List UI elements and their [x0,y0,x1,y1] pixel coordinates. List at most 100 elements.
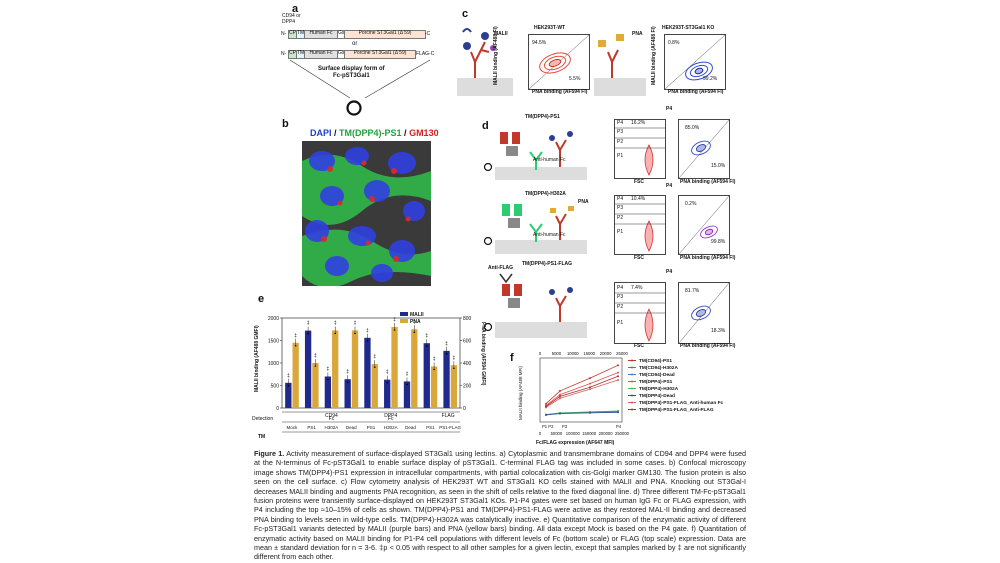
series-line [545,411,619,416]
data-point [366,340,369,342]
sig-mark-pna: ‡ [354,320,357,326]
legend-label: TM(DPP4)-H302A [639,386,679,392]
wt-q1: 94.5% [532,40,547,46]
panel-d-row3-xlabel: PNA binding (AF594 FI) [680,343,736,349]
panel-a-label: a [292,3,299,15]
ko-contour [664,34,726,90]
right-tick-label: 0 [463,406,466,412]
row2-p4-pct: 10.4% [631,196,646,202]
data-point [433,368,435,371]
legend-label: TM(CD94)-PS1 [639,358,672,364]
right-tick-label: 400 [463,361,472,367]
panel-d-row3-anti: Anti-FLAG [488,265,513,271]
category-label: Dead [405,425,416,430]
bottom-tick-label: 50000 [551,431,563,436]
legend-label: TM(CD94)-H302A [639,365,678,371]
series-point [617,364,619,367]
panel-d-row2-p4-top: P4 [666,183,673,189]
caption-text: Activity measurement of surface-displaye… [254,449,746,562]
sig-mark-malii: ‡ [445,341,448,347]
series-point [617,411,619,414]
series-point [589,377,591,380]
category-label: H302A [384,425,398,430]
confocal-micrograph [302,141,431,286]
legend-label: TM(DPP4)-Dead [639,393,675,399]
wt-q2: 5.5% [569,76,581,82]
legend-marker [631,359,633,362]
sig-mark-pna: ‡ [393,317,396,323]
panel-a-cd94-label: CD94 or DPP4 [282,13,301,25]
wt-contour [528,34,590,90]
construct-bottom: N- CP TM Human Fc Gs Porcine ST3Gal1 (Δ … [281,50,435,59]
series-point [559,393,561,396]
panel-c-label: c [462,8,469,20]
legend-marker [631,394,633,397]
series-point [545,405,547,408]
fc-label: Fc [388,416,394,422]
right-tick-label: 600 [463,339,472,345]
category-label: Dead [346,425,357,430]
top-tick-label: 25000 [616,351,628,356]
series-point [559,389,561,392]
y-axis-label-right: PNA binding (AF594 GMFI) [480,322,486,386]
detection-row-label: Detection [252,416,273,422]
sig-mark-pna: ‡ [294,333,297,339]
human-fc-domain: Human Fc [304,30,338,39]
panel-c-mal-label: MALII [494,31,508,37]
group-flag: FLAG [442,413,455,419]
category-label: H302A [325,425,339,430]
bar-malii [443,350,450,408]
series-point [589,382,591,385]
tm-row-label: TM [258,434,265,440]
gate-label: P4 [616,424,622,429]
c-terminus-label: -C [425,31,431,37]
sig-mark-pna: ‡ [452,355,455,361]
panel-d-row3-cartoon [495,273,587,338]
sig-mark-pna: ‡ [334,320,337,326]
panel-d-row2-anti: Anti-human Fc [533,232,566,238]
data-point [327,378,329,381]
series-point [545,402,547,405]
legend-label: TM(DPP4)-PS1-FLAG_Anti-FLAG [639,407,714,413]
fc-label: Fc [329,416,335,422]
sig-mark-malii: ‡ [287,373,290,379]
panel-c-pna-label: PNA [632,31,643,37]
cell-ring-icon [483,322,493,332]
data-point [373,366,376,368]
row3-p4-pct: 7.4% [631,285,643,291]
bottom-tick-label: 200000 [599,431,614,436]
sig-mark-pna: ‡ [373,354,376,360]
figure-number: Figure 1. [254,449,285,458]
left-tick-label: 1000 [268,361,279,367]
or-label: or [352,41,358,47]
panel-d-row2-cartoon [495,204,587,254]
top-tick-label: 15000 [583,351,595,356]
panel-c-ko-ylabel: MALII binding (AF488 FI) [651,26,657,85]
panel-d-row1-xlabel: PNA binding (AF594 FI) [680,179,736,185]
series-point [559,397,561,400]
sig-mark-malii: ‡ [425,333,428,339]
data-point [294,344,297,347]
panel-d-row3-title: TM(DPP4)-PS1-FLAG [522,261,572,267]
panel-d-row3-lectin-plot: 81.7% 18.3% [678,282,730,344]
data-point [354,332,356,335]
sig-mark-malii: ‡ [326,367,329,373]
data-point [307,332,309,335]
legend-marker [631,380,633,383]
sig-mark-malii: ‡ [406,371,409,377]
series-point [559,395,561,398]
panel-c-ko-plot: 0.8% 99.2% [664,34,726,90]
category-label: Mock [287,425,299,430]
category-label: PS1-FLAG [439,425,461,430]
sig-mark-malii: ‡ [346,369,349,375]
bottom-tick-label: 100000 [566,431,581,436]
panel-d-row3-p4-top: P4 [666,269,673,275]
bar-pna [430,366,438,408]
bar-pna [312,363,319,408]
panel-b-title: DAPI / TM(DPP4)-PS1 / GM130 [310,128,439,138]
data-point [314,365,317,367]
legend-label: TM(DPP4)-PS1 [639,379,673,385]
panel-d-row3-gate-plot: P4 7.4% P3 P2 P1 [614,282,666,344]
category-label: PS1 [426,425,435,430]
